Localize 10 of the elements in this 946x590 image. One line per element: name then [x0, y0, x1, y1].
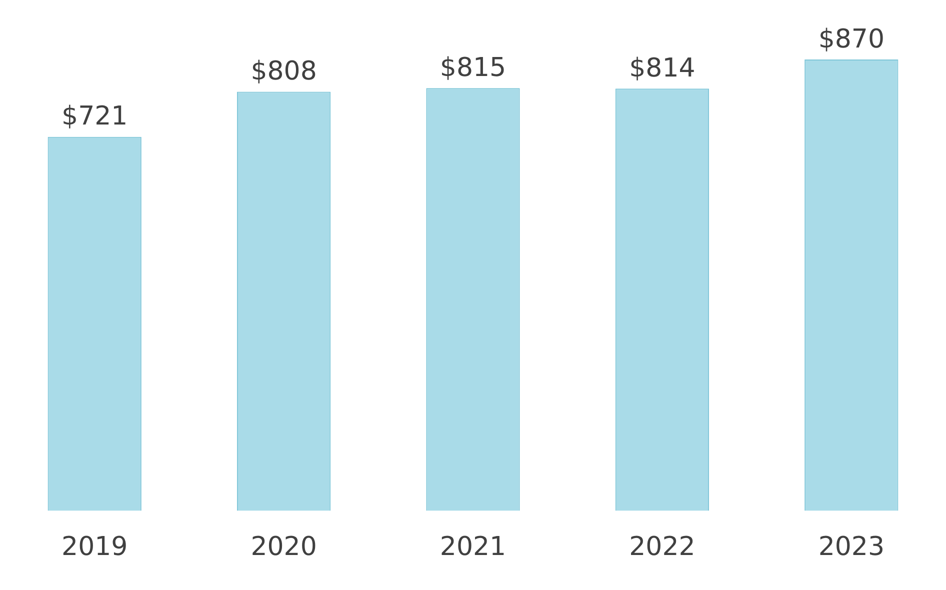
data-label: $721	[62, 102, 128, 132]
x-tick-label: 2019	[62, 532, 128, 562]
data-label: $870	[818, 24, 884, 54]
x-tick-label: 2023	[818, 532, 884, 562]
x-tick-label: 2020	[250, 532, 317, 562]
x-tick-label: 2022	[629, 532, 696, 562]
data-label: $814	[629, 53, 696, 84]
data-label: $808	[250, 56, 317, 86]
data-label: $815	[440, 52, 506, 83]
x-tick-label: 2021	[440, 532, 506, 562]
